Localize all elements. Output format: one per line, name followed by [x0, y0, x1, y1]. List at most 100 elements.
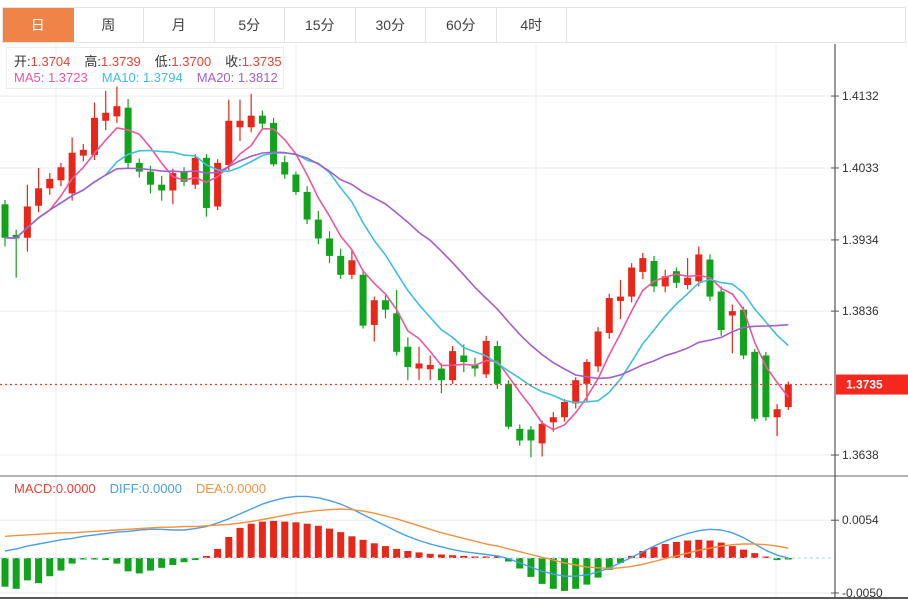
candle-body — [426, 364, 434, 370]
ma10-line — [4, 149, 789, 404]
macd-bar — [404, 551, 412, 558]
candle-body — [381, 300, 389, 310]
candle-body — [505, 383, 513, 427]
macd-bar — [561, 558, 568, 591]
tab-4时[interactable]: 4时 — [496, 8, 567, 42]
macd-bar — [202, 555, 210, 558]
macd-bar — [1, 558, 9, 587]
macd-axis-label: 0.0054 — [842, 513, 879, 527]
candle-body — [35, 188, 43, 206]
macd-bar — [359, 539, 367, 558]
macd-bar — [751, 553, 759, 558]
macd-bar — [225, 537, 233, 558]
macd-bar — [605, 558, 613, 570]
candle-body — [773, 409, 781, 418]
tab-15分[interactable]: 15分 — [285, 8, 356, 42]
tab-60分[interactable]: 60分 — [426, 8, 497, 42]
macd-bar — [191, 558, 199, 561]
candle-body — [740, 309, 748, 356]
macd-axis-label: -0.0050 — [842, 586, 883, 600]
macd-bar — [381, 546, 389, 558]
candle-body — [258, 115, 266, 124]
candle-body — [516, 428, 524, 441]
macd-bar — [135, 558, 143, 574]
candle-body — [337, 255, 345, 275]
candle-body — [527, 429, 535, 441]
macd-bar — [728, 546, 736, 558]
candle-body — [471, 364, 479, 369]
macd-bar — [158, 558, 166, 568]
candle-body — [437, 368, 445, 381]
macd-bar — [124, 558, 132, 572]
tab-周[interactable]: 周 — [73, 8, 144, 42]
candle-body — [628, 267, 636, 297]
candle-body — [158, 184, 166, 191]
macd-bar — [684, 540, 692, 558]
candle-body — [717, 291, 725, 331]
timeframe-tabs: 日周月 5分 15分 30分 60分 4时 — [2, 7, 906, 43]
macd-bar — [639, 551, 647, 558]
macd-bar — [426, 553, 434, 558]
macd-bar — [102, 558, 110, 561]
macd-bar — [370, 543, 378, 558]
tab-日[interactable]: 日 — [3, 8, 74, 42]
dea-line — [4, 508, 789, 570]
candle-body — [214, 162, 222, 207]
candle-body — [672, 271, 680, 283]
macd-bar — [449, 555, 457, 558]
macd-bar — [281, 521, 289, 558]
candle-body — [314, 219, 322, 239]
macd-bar — [12, 558, 20, 589]
candle-body — [751, 351, 759, 419]
candle-body — [169, 173, 177, 191]
price-axis-label: 1.3638 — [842, 448, 879, 462]
macd-bar — [292, 522, 300, 558]
candle-body — [359, 274, 367, 326]
macd-bar — [23, 558, 31, 581]
tab-30分[interactable]: 30分 — [355, 8, 426, 42]
tab-月[interactable]: 月 — [144, 8, 215, 42]
ma5-line — [4, 127, 789, 431]
candle-body — [303, 191, 311, 220]
candle-body — [247, 115, 255, 128]
macd-bar — [437, 554, 445, 558]
candle-body — [326, 238, 334, 256]
candle-body — [146, 171, 154, 185]
candle-body — [762, 355, 770, 418]
candle-body — [594, 331, 602, 367]
candle-body — [493, 346, 501, 384]
candle-body — [639, 258, 647, 272]
macd-bar — [258, 521, 266, 558]
candle-body — [281, 162, 289, 175]
macd-bar — [68, 558, 76, 564]
macd-bar — [314, 525, 322, 558]
macd-bar — [460, 555, 468, 558]
macd-bar — [169, 558, 177, 565]
macd-bar — [214, 548, 222, 558]
tab-5分[interactable]: 5分 — [214, 8, 285, 42]
candle-body — [225, 120, 233, 166]
macd-bar — [393, 548, 401, 558]
price-axis-label: 1.4132 — [842, 89, 879, 103]
macd-bar — [740, 549, 748, 558]
macd-bar — [717, 542, 725, 558]
macd-bar — [493, 556, 501, 558]
macd-bar — [482, 556, 490, 558]
candle-body — [124, 107, 132, 163]
candle-body — [460, 355, 468, 363]
macd-bar — [57, 558, 65, 571]
macd-bar — [348, 536, 356, 558]
candle-body — [661, 276, 669, 287]
candle-body — [57, 167, 65, 181]
candle-body — [348, 260, 356, 275]
candle-body — [68, 152, 76, 194]
macd-bar — [35, 558, 43, 584]
candle-body — [538, 423, 546, 444]
candle-body — [482, 340, 490, 375]
macd-bar — [706, 540, 714, 558]
macd-bar — [661, 544, 669, 558]
macd-bar — [505, 558, 513, 562]
macd-bar — [303, 523, 311, 558]
